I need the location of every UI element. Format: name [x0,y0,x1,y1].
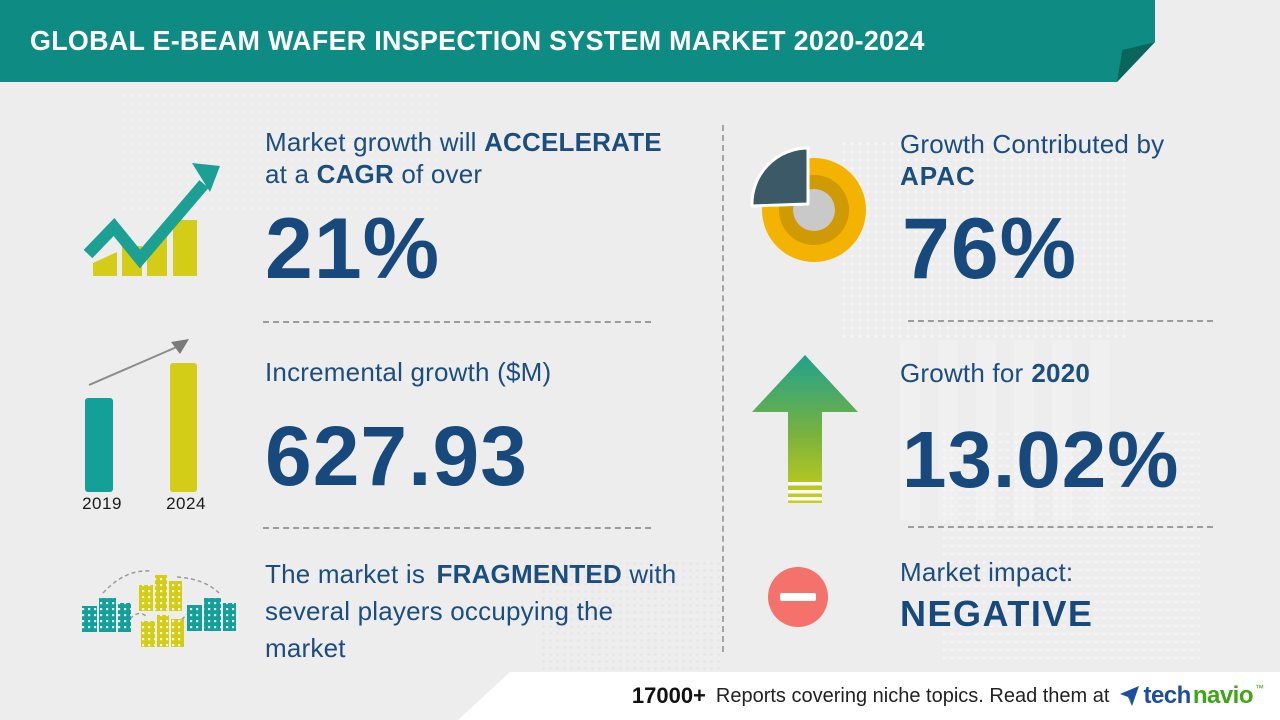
background-dot-pattern [940,430,1200,660]
growth-2020-label-text: Growth for [900,358,1024,388]
page-title: GLOBAL E-BEAM WAFER INSPECTION SYSTEM MA… [30,25,925,56]
header-banner [0,0,1155,82]
cagr-label-line1-text: Market growth will [265,127,485,157]
growth-2020-value: 13.02% [902,415,1180,504]
logo-trademark: ™ [1255,683,1264,693]
donut-chart-icon [750,146,866,262]
fragmented-label: The market is FRAGMENTED with several pl… [265,556,695,667]
incremental-growth-label: Incremental growth ($M) [265,357,552,387]
bar-year-end-label: 2024 [166,494,206,513]
cagr-label-line2-tail: of over [393,159,483,189]
separator [263,321,651,323]
separator [263,527,651,529]
cagr-accelerate-text: ACCELERATE [484,127,662,157]
background-dot-pattern [120,92,440,212]
cagr-label: Market growth will ACCELERATE at a CAGR … [265,126,662,190]
apac-bold-text: APAC [900,161,976,191]
column-divider [722,125,724,652]
background-dot-pattern [840,140,1130,340]
logo-text-tech: tech [1143,682,1191,709]
market-impact-label: Market impact: [900,557,1074,587]
growth-2020-label: Growth for 2020 [900,357,1090,389]
separator [908,320,1213,322]
reports-count: 17000+ [631,683,706,708]
apac-label-line1: Growth Contributed by [900,129,1165,159]
cagr-label-line2: at a CAGR of over [265,158,662,190]
growth-2020-bold-text: 2020 [1031,358,1091,388]
buildings-network-icon [82,570,236,647]
up-arrow-icon [752,355,858,503]
cagr-label-line1: Market growth will ACCELERATE [265,126,662,158]
bar-year-start-label: 2019 [82,494,122,513]
apac-label-line2: APAC [900,160,1164,192]
fragmented-bold-text: FRAGMENTED [436,559,622,589]
logo-text-navio: navio [1192,682,1254,709]
footer-bar: 17000+ Reports covering niche topics. Re… [458,672,1280,720]
fragmented-label-tail: with several players occupying the marke… [265,559,677,663]
apac-label: Growth Contributed by APAC [900,128,1164,192]
cagr-label-line2-text: at a [265,159,317,189]
minus-bar [780,593,816,601]
background-dot-pattern [540,560,720,680]
cagr-bold-text: CAGR [316,159,394,189]
technavio-logo[interactable]: tech navio ™ [1119,682,1264,710]
incremental-growth-value: 627.93 [265,409,528,503]
footer-text: Reports covering niche topics. Read them… [715,684,1110,707]
minus-circle-icon [768,567,828,627]
apac-value: 76% [902,201,1078,297]
separator [908,526,1213,528]
technavio-arrow-icon [1120,686,1140,706]
market-impact-value: NEGATIVE [900,593,1094,634]
background-bars-watermark [900,340,1110,520]
growth-trend-icon [83,163,220,276]
cagr-value: 21% [265,201,441,297]
bar-comparison-icon [85,339,197,492]
fragmented-label-text: The market is [265,559,433,589]
